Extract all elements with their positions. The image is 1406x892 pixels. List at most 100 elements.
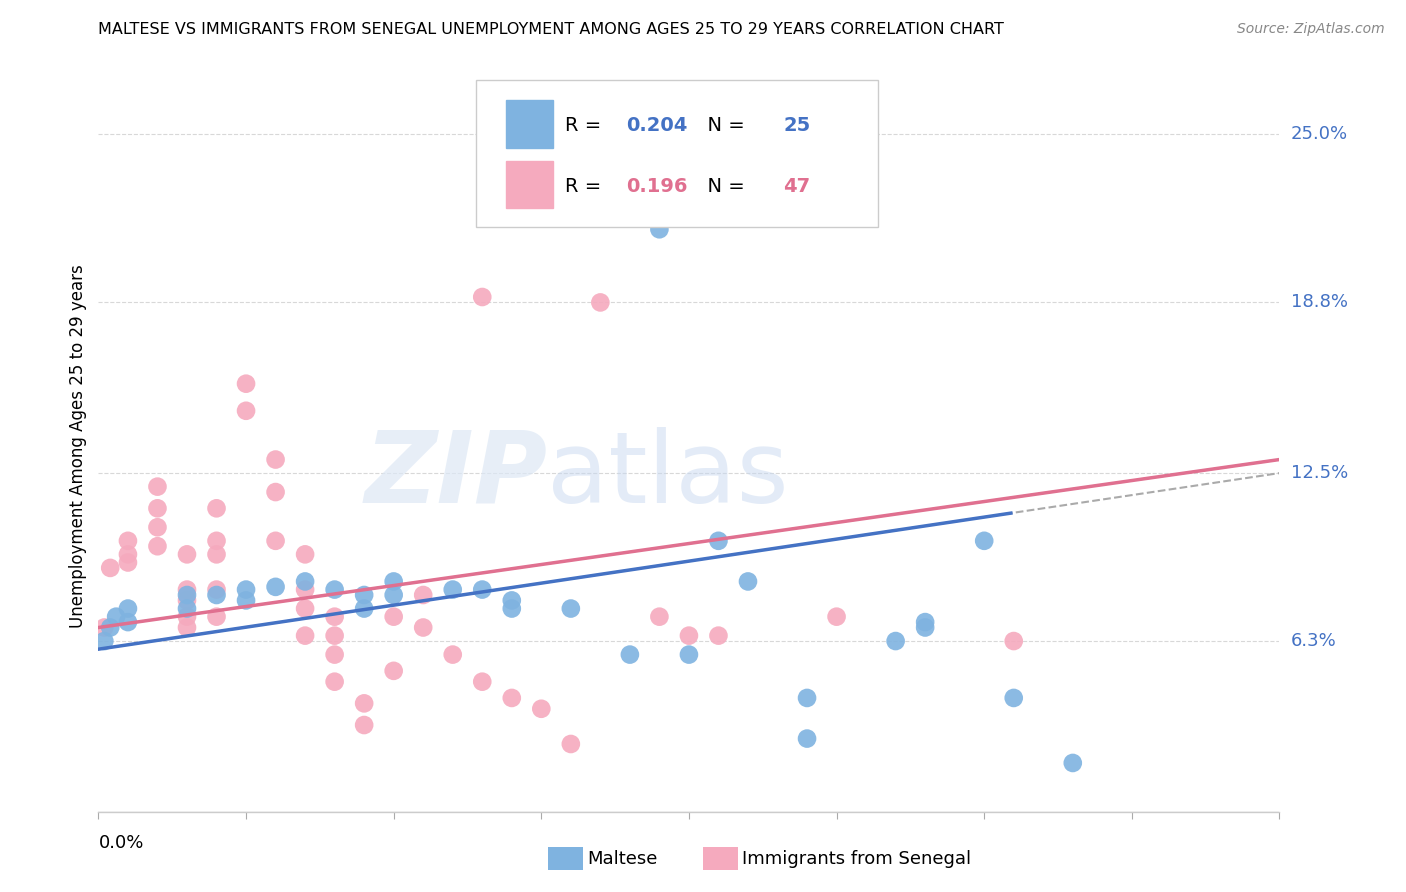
Point: [471, 674, 494, 689]
Bar: [506, 100, 553, 147]
Point: [412, 588, 434, 602]
Point: [501, 601, 523, 615]
Point: [471, 290, 494, 304]
Point: [176, 593, 198, 607]
Point: [117, 547, 139, 561]
Text: R =: R =: [565, 116, 607, 135]
Point: [176, 609, 198, 624]
Text: N =: N =: [695, 116, 751, 135]
Text: 18.8%: 18.8%: [1291, 293, 1347, 311]
Point: [176, 620, 198, 634]
Text: Maltese: Maltese: [588, 850, 658, 868]
Point: [93, 634, 115, 648]
FancyBboxPatch shape: [477, 80, 877, 227]
Point: [105, 609, 128, 624]
Point: [441, 582, 464, 597]
Point: [796, 731, 818, 746]
Point: [796, 690, 818, 705]
Point: [205, 501, 228, 516]
Point: [648, 609, 671, 624]
Point: [707, 533, 730, 548]
Point: [98, 620, 121, 634]
Point: [353, 588, 375, 602]
Point: [146, 480, 169, 494]
Point: [441, 648, 464, 662]
Text: 12.5%: 12.5%: [1291, 464, 1348, 482]
Point: [678, 648, 700, 662]
Text: 25.0%: 25.0%: [1291, 126, 1348, 144]
Point: [235, 582, 257, 597]
Point: [176, 601, 198, 615]
Point: [501, 593, 523, 607]
Y-axis label: Unemployment Among Ages 25 to 29 years: Unemployment Among Ages 25 to 29 years: [69, 264, 87, 628]
Point: [235, 593, 257, 607]
Text: Immigrants from Senegal: Immigrants from Senegal: [742, 850, 972, 868]
Point: [117, 556, 139, 570]
Point: [501, 690, 523, 705]
Point: [146, 539, 169, 553]
Point: [323, 582, 346, 597]
Text: N =: N =: [695, 177, 751, 196]
Point: [737, 574, 759, 589]
Point: [648, 222, 671, 236]
Point: [382, 664, 405, 678]
Point: [353, 601, 375, 615]
Text: 0.204: 0.204: [626, 116, 688, 135]
Point: [264, 485, 287, 500]
Point: [235, 376, 257, 391]
Point: [176, 547, 198, 561]
Point: [382, 574, 405, 589]
Point: [176, 588, 198, 602]
Point: [294, 582, 316, 597]
Point: [353, 697, 375, 711]
Text: ZIP: ZIP: [364, 426, 547, 524]
Point: [294, 601, 316, 615]
Point: [471, 582, 494, 597]
Point: [98, 561, 121, 575]
Text: 0.0%: 0.0%: [98, 834, 143, 852]
Point: [973, 533, 995, 548]
Text: Source: ZipAtlas.com: Source: ZipAtlas.com: [1237, 22, 1385, 37]
Point: [382, 609, 405, 624]
Point: [117, 533, 139, 548]
Point: [93, 620, 115, 634]
Point: [205, 547, 228, 561]
Point: [353, 718, 375, 732]
Point: [264, 452, 287, 467]
Point: [205, 533, 228, 548]
Point: [235, 404, 257, 418]
Point: [530, 702, 553, 716]
Point: [619, 648, 641, 662]
Point: [146, 501, 169, 516]
Point: [382, 588, 405, 602]
Point: [825, 609, 848, 624]
Point: [1062, 756, 1084, 770]
Point: [264, 580, 287, 594]
Point: [560, 601, 582, 615]
Text: 6.3%: 6.3%: [1291, 632, 1336, 650]
Point: [323, 609, 346, 624]
Point: [323, 629, 346, 643]
Point: [1002, 634, 1025, 648]
Text: MALTESE VS IMMIGRANTS FROM SENEGAL UNEMPLOYMENT AMONG AGES 25 TO 29 YEARS CORREL: MALTESE VS IMMIGRANTS FROM SENEGAL UNEMP…: [98, 22, 1004, 37]
Point: [294, 574, 316, 589]
Point: [205, 582, 228, 597]
Text: 25: 25: [783, 116, 811, 135]
Point: [678, 629, 700, 643]
Point: [294, 629, 316, 643]
Point: [914, 615, 936, 629]
Point: [323, 648, 346, 662]
Point: [884, 634, 907, 648]
Text: 47: 47: [783, 177, 810, 196]
Point: [205, 609, 228, 624]
Point: [412, 620, 434, 634]
Point: [707, 629, 730, 643]
Point: [560, 737, 582, 751]
Point: [176, 582, 198, 597]
Point: [1002, 690, 1025, 705]
Point: [264, 533, 287, 548]
Bar: [506, 161, 553, 209]
Text: 0.196: 0.196: [626, 177, 688, 196]
Point: [294, 547, 316, 561]
Point: [205, 588, 228, 602]
